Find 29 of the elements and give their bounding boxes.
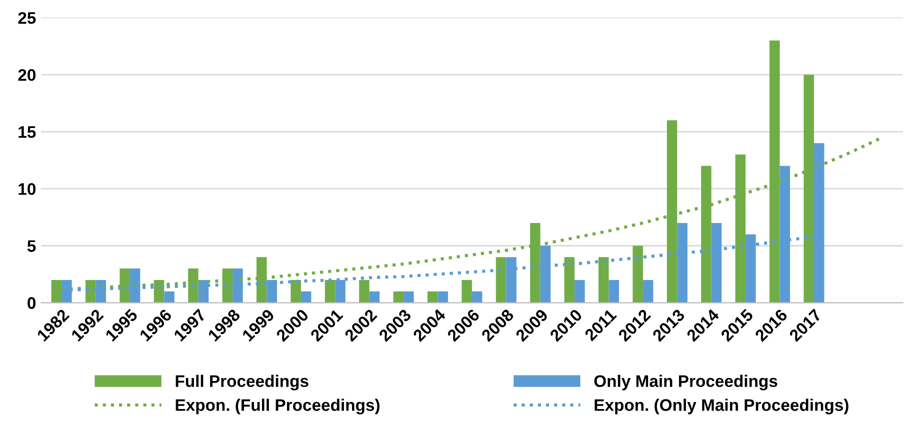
bar (608, 280, 620, 303)
bar (164, 291, 174, 303)
bar (428, 291, 438, 303)
legend-label: Expon. (Only Main Proceedings) (594, 398, 848, 414)
bar (574, 280, 585, 303)
bar (472, 291, 482, 303)
bar (632, 246, 643, 303)
bar (290, 280, 301, 303)
bar (359, 280, 370, 303)
y-tick-label: 20 (18, 69, 36, 81)
bar (438, 291, 448, 303)
legend-label: Only Main Proceedings (594, 374, 778, 390)
bar (496, 257, 506, 303)
bar (642, 280, 654, 303)
bar (369, 291, 380, 303)
bar (462, 280, 472, 303)
y-tick-label: 25 (18, 12, 36, 24)
y-tick-label: 0 (28, 297, 36, 309)
y-tick-label: 15 (18, 126, 36, 138)
bar (404, 291, 414, 303)
bar (300, 291, 312, 303)
bar (393, 291, 404, 303)
bar (598, 257, 609, 303)
y-tick-label: 10 (18, 183, 36, 195)
y-tick-label: 5 (27, 240, 36, 252)
bar (324, 280, 336, 303)
legend-label: Full Proceedings (176, 374, 308, 390)
legend-label: Expon. (Full Proceedings) (176, 398, 380, 414)
bar (564, 257, 575, 303)
